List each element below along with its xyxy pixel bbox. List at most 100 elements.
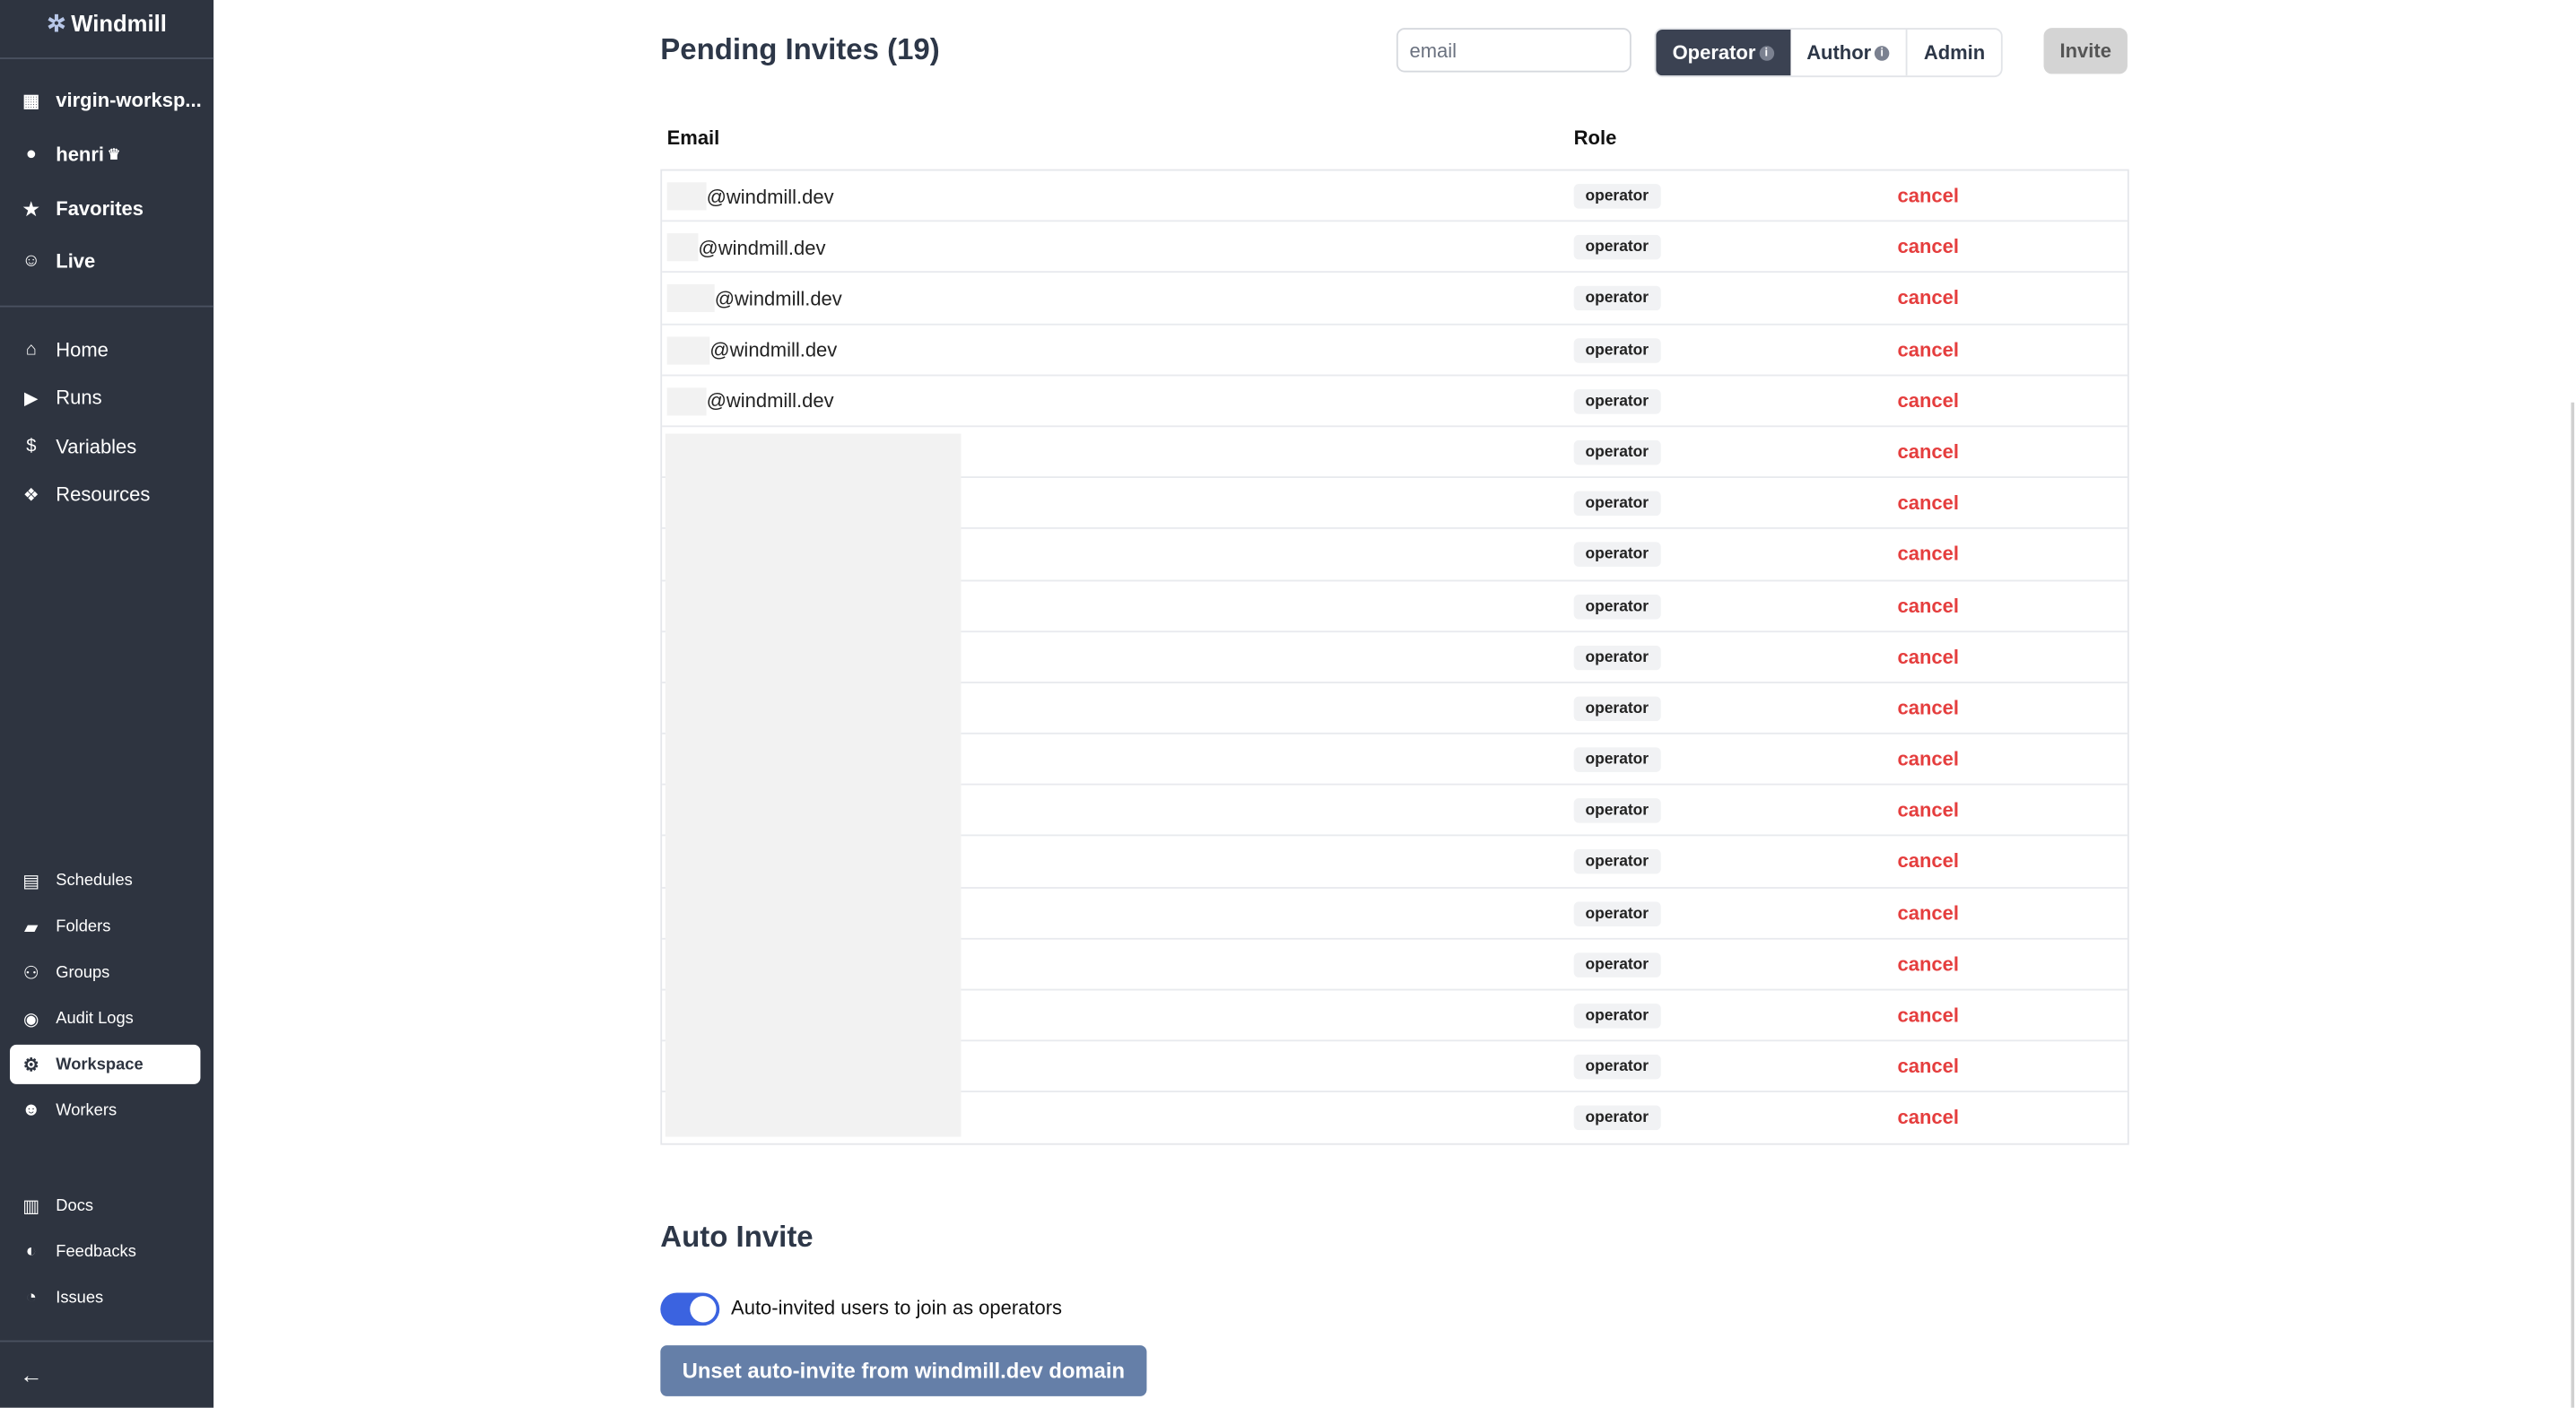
- cancel-invite-link[interactable]: cancel: [1897, 388, 1959, 413]
- arrow-left-icon: ←: [19, 1361, 43, 1388]
- sidebar-item-label: Resources: [56, 482, 151, 507]
- sidebar-item-variables[interactable]: $ Variables: [20, 430, 136, 464]
- folder-icon: ▰: [24, 917, 39, 937]
- sidebar-item-label: Live: [56, 249, 96, 274]
- table-row: @windmill.dev operator cancel: [662, 274, 2128, 325]
- role-badge: operator: [1573, 747, 1660, 772]
- redacted-block: [666, 387, 707, 415]
- collapse-sidebar-button[interactable]: ←: [20, 1359, 43, 1392]
- sidebar-item-workspace[interactable]: ⚙ Workspace: [9, 1044, 201, 1084]
- role-author[interactable]: Author i: [1790, 30, 1906, 75]
- cancel-invite-link[interactable]: cancel: [1897, 798, 1959, 822]
- role-badge: operator: [1573, 952, 1660, 978]
- cancel-invite-link[interactable]: cancel: [1897, 235, 1959, 258]
- sidebar-item-workers[interactable]: ☻ Workers: [20, 1094, 117, 1127]
- sidebar-item-issues[interactable]: ◔ Issues: [20, 1282, 104, 1315]
- role-admin[interactable]: Admin: [1905, 29, 2002, 76]
- sidebar-item-runs[interactable]: ▶ Runs: [20, 381, 102, 414]
- table-row: operator cancel: [662, 734, 2128, 786]
- sidebar-item-resources[interactable]: ❖ Resources: [20, 478, 151, 511]
- sidebar-item-label: Favorites: [56, 196, 144, 221]
- sidebar-item-label: Workspace: [56, 1055, 144, 1073]
- sidebar-item-virgin-worksp[interactable]: ▦ virgin-worksp...: [20, 83, 201, 117]
- cancel-invite-link[interactable]: cancel: [1897, 1004, 1959, 1027]
- redacted-block: [666, 182, 707, 211]
- table-row: operator cancel: [662, 786, 2128, 838]
- pending-invites-table: @windmill.dev operator cancel @windmill.dev…: [660, 169, 2129, 1144]
- cancel-invite-link[interactable]: cancel: [1897, 543, 1959, 566]
- boxes-icon: ❖: [22, 485, 39, 506]
- table-row: operator cancel: [662, 529, 2128, 581]
- unset-auto-invite-button[interactable]: Unset auto-invite from windmill.dev doma…: [660, 1345, 1147, 1396]
- cancel-invite-link[interactable]: cancel: [1897, 337, 1959, 361]
- divider: [0, 57, 214, 59]
- cancel-invite-link[interactable]: cancel: [1897, 747, 1959, 771]
- role-badge: operator: [1573, 1106, 1660, 1131]
- table-row: operator cancel: [662, 580, 2128, 632]
- cancel-invite-link[interactable]: cancel: [1897, 1055, 1959, 1078]
- sidebar-item-feedbacks[interactable]: ◐ Feedbacks: [20, 1235, 136, 1268]
- email-cell: @windmill.dev: [666, 335, 837, 364]
- role-operator[interactable]: Operator i: [1656, 29, 1790, 76]
- cancel-invite-link[interactable]: cancel: [1897, 645, 1959, 668]
- cancel-invite-link[interactable]: cancel: [1897, 1106, 1959, 1129]
- home-icon: ⌂: [25, 340, 37, 361]
- sidebar-item-henri[interactable]: ● henri ♛: [20, 138, 121, 171]
- sidebar-item-favorites[interactable]: ★ Favorites: [20, 192, 144, 225]
- logo[interactable]: ✲ Windmill: [47, 9, 167, 37]
- role-badge: operator: [1573, 286, 1660, 311]
- sidebar-item-label: Docs: [56, 1196, 94, 1215]
- table-row: @windmill.dev operator cancel: [662, 170, 2128, 222]
- email-column-header: Email: [666, 126, 720, 150]
- divider: [0, 1340, 214, 1343]
- sidebar-item-groups[interactable]: ⚇ Groups: [20, 956, 110, 989]
- email-cell: @windmill.dev: [666, 182, 834, 211]
- invite-button[interactable]: Invite: [2043, 28, 2128, 74]
- building-icon: ▦: [22, 91, 40, 111]
- sidebar-item-live[interactable]: ☺ Live: [20, 245, 95, 278]
- role-badge: operator: [1573, 337, 1660, 362]
- sidebar-item-label: Home: [56, 338, 109, 361]
- sidebar-item-label: henri: [56, 143, 105, 166]
- info-icon[interactable]: i: [1759, 45, 1774, 60]
- sidebar-item-docs[interactable]: ▥ Docs: [20, 1189, 93, 1222]
- auto-invite-operator-toggle[interactable]: [660, 1292, 720, 1326]
- cancel-invite-link[interactable]: cancel: [1897, 594, 1959, 617]
- cancel-invite-link[interactable]: cancel: [1897, 696, 1959, 720]
- role-badge: operator: [1573, 235, 1660, 260]
- cancel-invite-link[interactable]: cancel: [1897, 286, 1959, 310]
- cancel-invite-link[interactable]: cancel: [1897, 849, 1959, 873]
- email-cell: @windmill.dev: [666, 233, 825, 262]
- users-icon: ☺: [22, 251, 41, 272]
- cancel-invite-link[interactable]: cancel: [1897, 491, 1959, 515]
- role-badge: operator: [1573, 594, 1660, 619]
- gear-icon: ⚙: [22, 1055, 39, 1075]
- sidebar-item-home[interactable]: ⌂ Home: [20, 334, 109, 367]
- table-row: operator cancel: [662, 990, 2128, 1042]
- table-row: operator cancel: [662, 683, 2128, 734]
- cancel-invite-link[interactable]: cancel: [1897, 952, 1959, 976]
- group-icon: ⚇: [22, 963, 39, 984]
- scrollbar[interactable]: [2571, 402, 2575, 1408]
- discord-icon: ◐: [25, 1241, 37, 1262]
- table-row: operator cancel: [662, 1093, 2128, 1143]
- sidebar-item-label: Folders: [56, 917, 111, 936]
- cancel-invite-link[interactable]: cancel: [1897, 900, 1959, 925]
- table-row: @windmill.dev operator cancel: [662, 376, 2128, 428]
- role-badge: operator: [1573, 645, 1660, 670]
- sidebar-item-schedules[interactable]: ▤ Schedules: [20, 864, 133, 897]
- book-icon: ▥: [22, 1196, 40, 1217]
- cancel-invite-link[interactable]: cancel: [1897, 439, 1959, 464]
- windmill-logo-icon: ✲: [47, 9, 66, 37]
- sidebar-item-folders[interactable]: ▰ Folders: [20, 910, 110, 943]
- toggle-label: Auto-invited users to join as operators: [731, 1296, 1063, 1319]
- user-icon: ●: [25, 144, 37, 165]
- sidebar-item-label: Feedbacks: [56, 1242, 136, 1261]
- cancel-invite-link[interactable]: cancel: [1897, 184, 1959, 207]
- role-badge: operator: [1573, 798, 1660, 824]
- sidebar-item-label: Variables: [56, 435, 137, 459]
- info-icon[interactable]: i: [1874, 45, 1890, 60]
- table-row: operator cancel: [662, 1042, 2128, 1093]
- email-input[interactable]: [1396, 28, 1632, 73]
- sidebar-item-audit-logs[interactable]: ◉ Audit Logs: [20, 1002, 134, 1035]
